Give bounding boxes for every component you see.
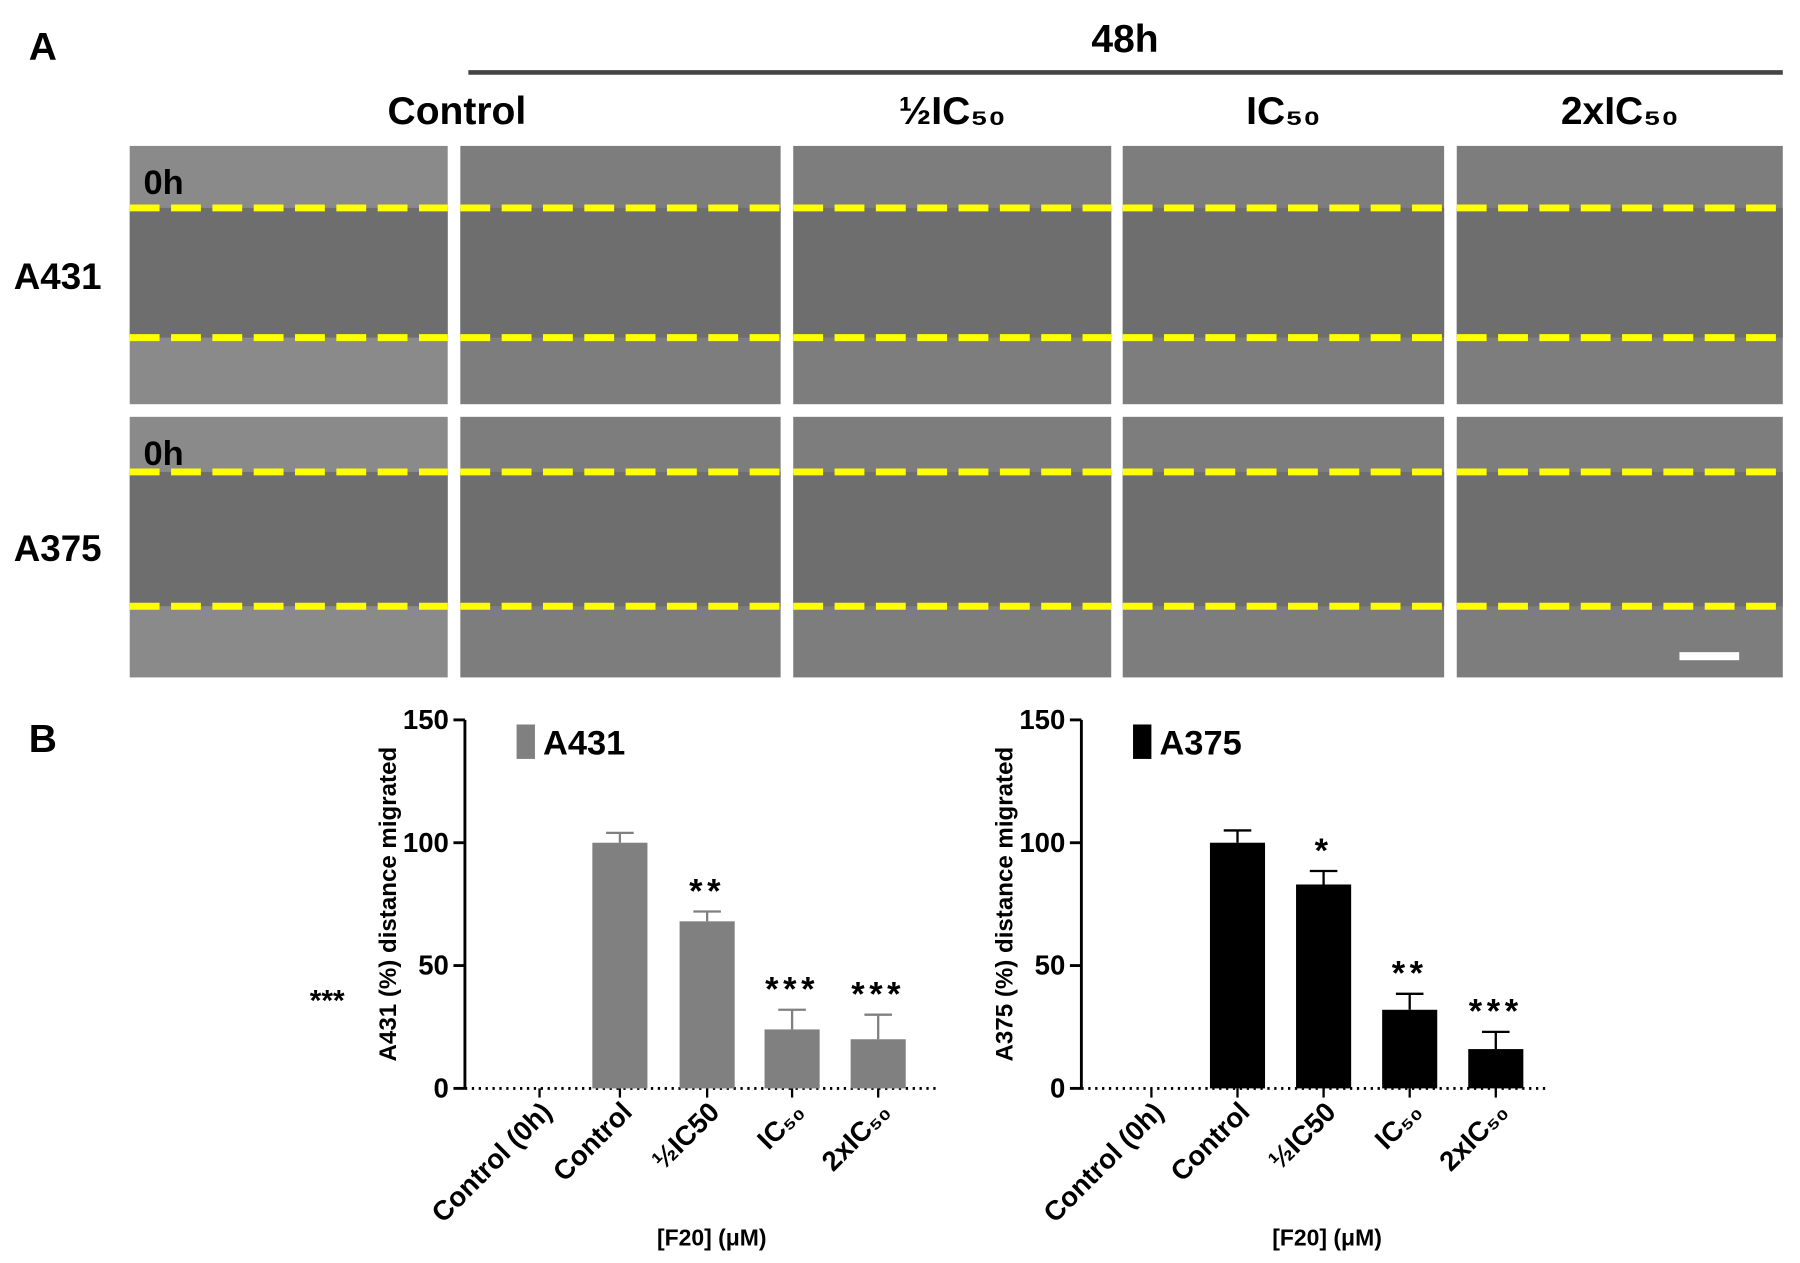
bar [764,1029,820,1089]
x-tick-label: 2xIC₅₀ [1433,1096,1514,1177]
y-axis-label: A375 (%) distance migrated [992,747,1019,1062]
column-header: IC₅₀ [1246,90,1321,133]
time-zero-label: 0h [143,435,183,473]
y-axis-label: A431 (%) distance migrated [375,747,402,1062]
row-label: A431 [14,256,102,297]
significance-label: ** [689,872,725,910]
bar [1209,842,1266,1089]
panel-label: B [29,718,57,761]
legend-swatch [516,724,535,759]
wound-gap [793,207,1112,338]
x-tick-label: Control [1164,1096,1255,1187]
significance-label: *** [851,976,905,1014]
y-tick-label: 150 [1019,704,1065,735]
legend-label: A431 [543,724,625,762]
bar [850,1039,906,1089]
wound-gap [1122,471,1445,607]
bar [1382,1009,1438,1089]
y-tick-label: 50 [1035,950,1066,981]
x-tick-label: Control (0h) [1037,1096,1169,1228]
x-tick-label: ½IC50 [646,1096,725,1175]
x-tick-label: ½IC50 [1262,1096,1341,1175]
bar [1296,884,1352,1089]
bar [679,921,735,1089]
bar [592,842,648,1089]
x-axis-label: [F20] (μM) [1272,1225,1382,1251]
photo-grid [129,145,1783,678]
panel-label: A [29,26,57,69]
x-tick-label: 2xIC₅₀ [815,1096,896,1177]
wound-gap [460,471,781,607]
scale-bar [1679,652,1740,661]
column-header: ½IC₅₀ [899,90,1006,133]
wound-gap [793,471,1112,607]
x-tick-label: Control [547,1096,638,1187]
significance-label: *** [1469,993,1523,1031]
wound-gap [1456,471,1783,607]
y-tick-label: 0 [1050,1073,1065,1104]
wound-gap [129,471,448,607]
significance-label: * [1315,832,1333,870]
y-tick-label: 100 [403,827,449,858]
y-tick-label: 100 [1019,827,1065,858]
wound-gap [460,207,781,338]
legend-label: A375 [1159,724,1241,762]
x-tick-label: IC₅₀ [751,1096,810,1155]
y-tick-label: 0 [434,1073,449,1104]
column-header: Control [388,90,527,133]
y-tick-label: 50 [418,950,449,981]
wound-gap [1122,207,1445,338]
bar [1468,1049,1524,1089]
annotation: *** [310,984,345,1017]
x-tick-label: Control (0h) [425,1096,557,1228]
wound-gap [129,207,448,338]
x-axis-label: [F20] (μM) [657,1225,767,1251]
wound-gap [1456,207,1783,338]
significance-label: *** [765,971,819,1009]
legend-swatch [1133,724,1152,759]
x-tick-label: IC₅₀ [1369,1096,1428,1155]
time-zero-label: 0h [143,164,183,202]
time-label: 48h [1091,18,1158,61]
row-label: A375 [14,528,102,569]
y-tick-label: 150 [403,704,449,735]
significance-label: ** [1392,955,1428,993]
column-header: 2xIC₅₀ [1561,90,1679,133]
